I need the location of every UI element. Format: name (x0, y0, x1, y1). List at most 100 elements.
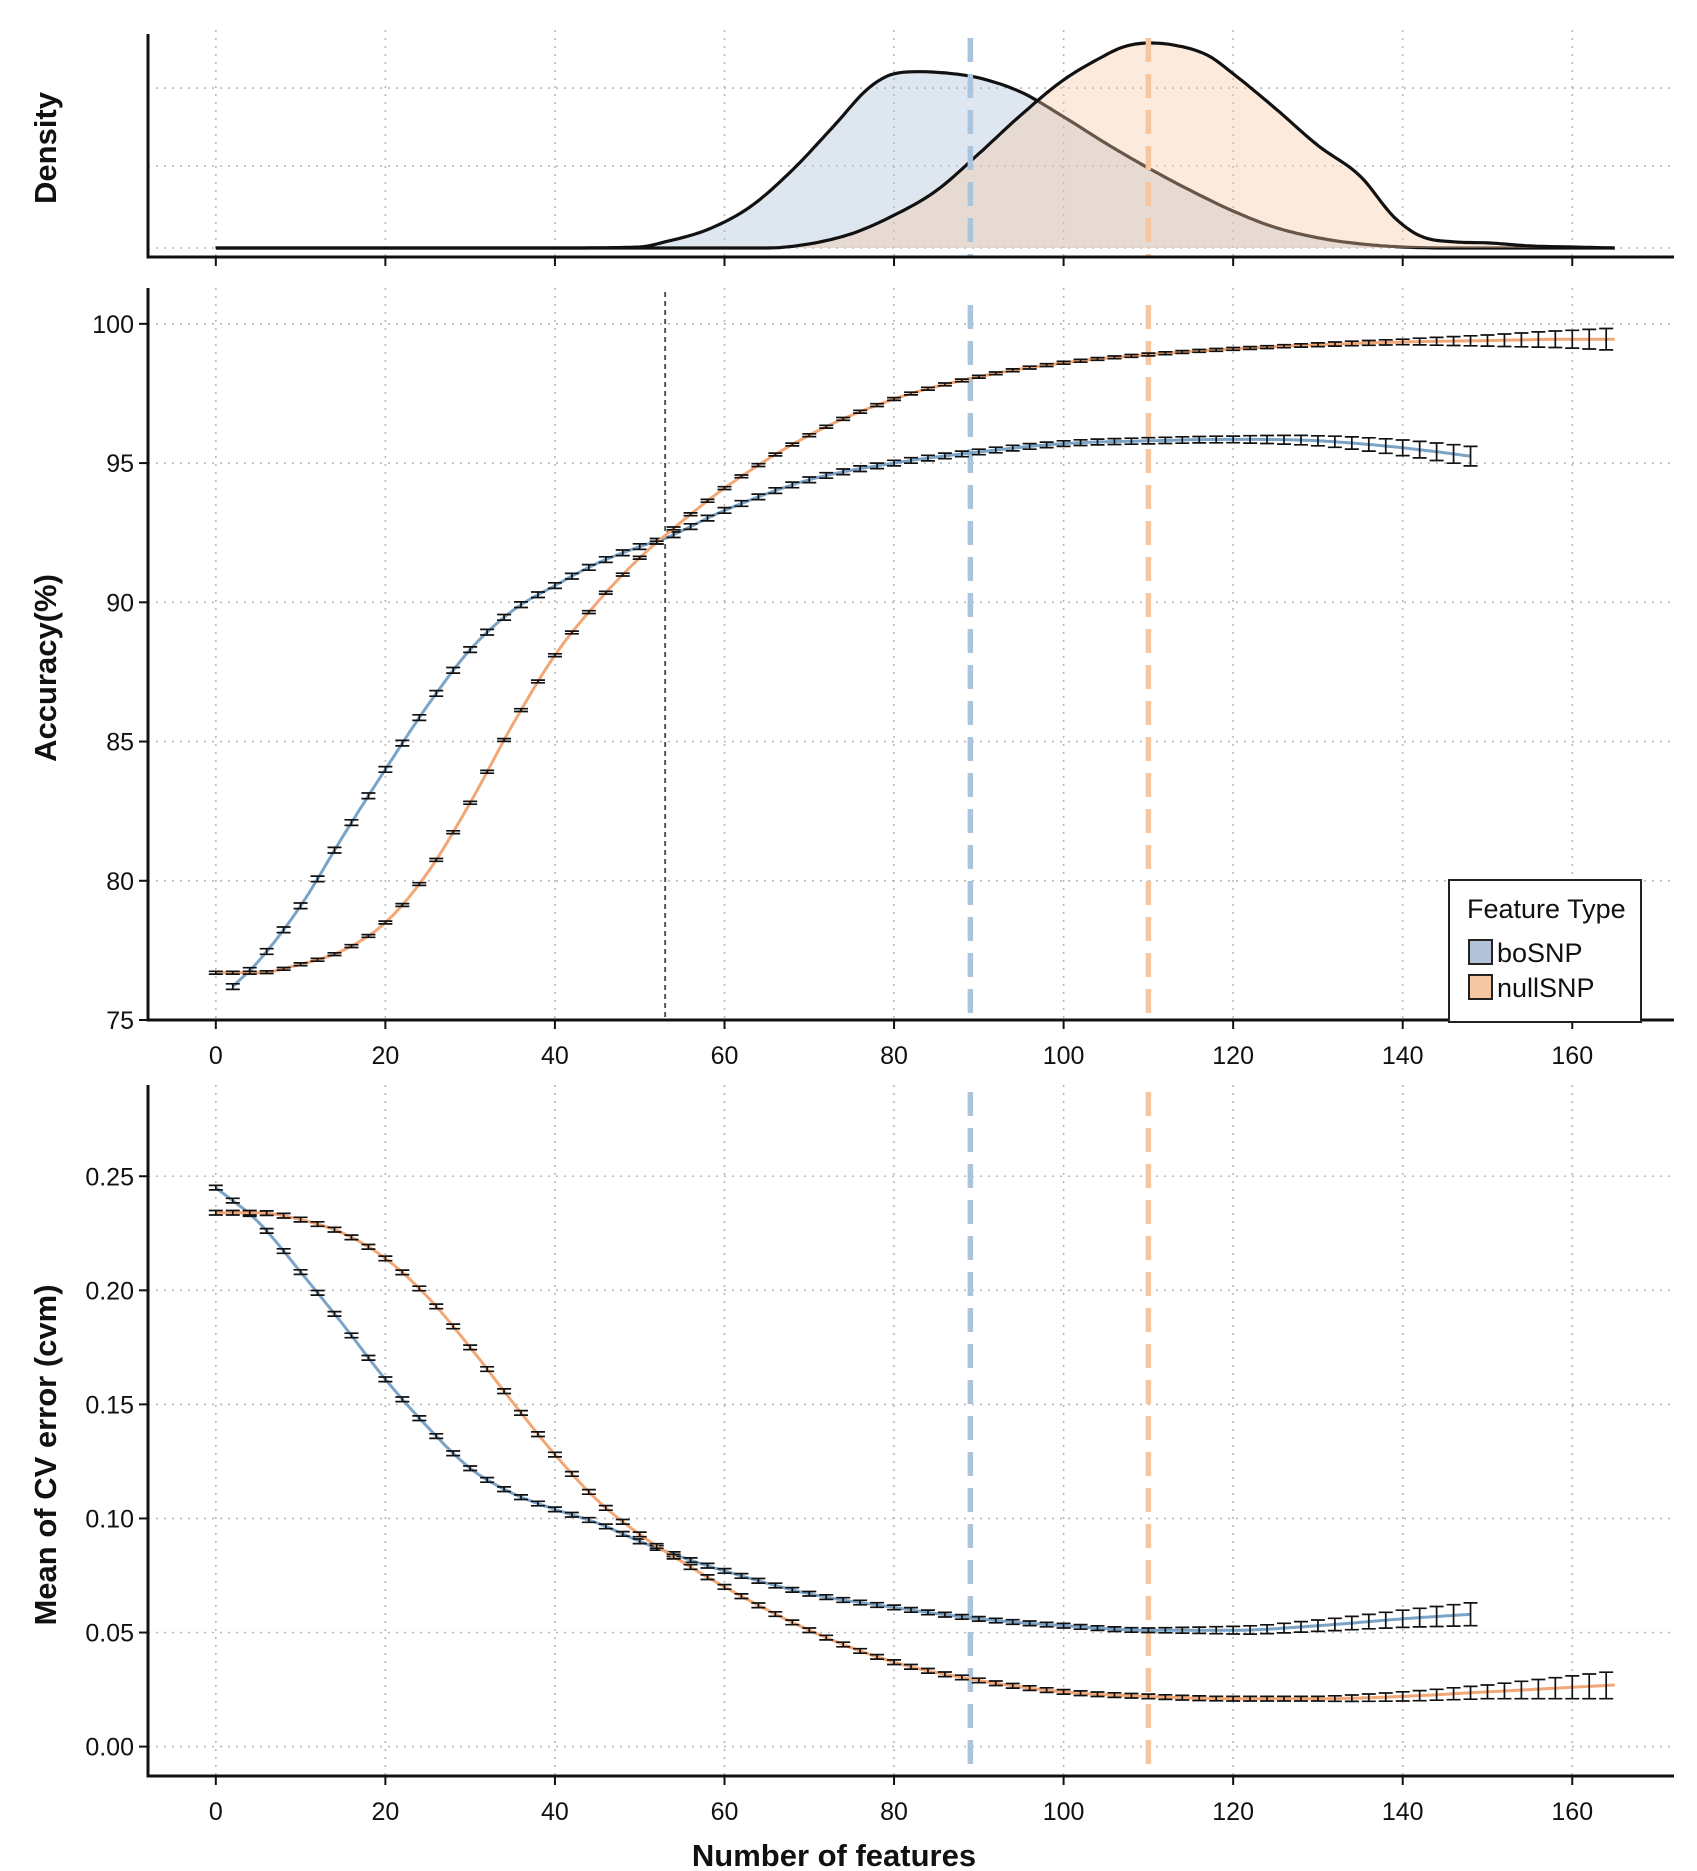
cv-errorbar-bosnp-47 (1005, 1618, 1020, 1626)
acc-errorbar-nullsnp-54 (1124, 353, 1139, 359)
cv-errorbar-nullsnp-28 (683, 1563, 698, 1571)
acc-errorbar-bosnp-30 (734, 499, 749, 508)
acc-errorbar-nullsnp-33 (768, 452, 783, 457)
cv-errorbar-bosnp-34 (785, 1586, 800, 1593)
acc-errorbar-nullsnp-45 (971, 374, 986, 379)
cv-y-tick-label-4: 0.20 (85, 1277, 134, 1305)
acc-errorbar-nullsnp-53 (1107, 355, 1122, 360)
cv-errorbar-nullsnp-58 (1192, 1695, 1207, 1702)
legend-label-nullsnp: nullSNP (1497, 973, 1595, 1003)
cv-errorbar-nullsnp-56 (1158, 1693, 1173, 1701)
cv-errorbar-bosnp-30 (717, 1567, 732, 1575)
acc-errorbar-nullsnp-7 (327, 951, 342, 957)
acc-errorbar-nullsnp-49 (1039, 362, 1054, 368)
cv-errorbar-nullsnp-41 (904, 1663, 918, 1670)
cv-errorbar-nullsnp-71 (1412, 1689, 1427, 1702)
cv-errorbar-bosnp-15 (463, 1465, 478, 1472)
cv-x-tick-label-3: 60 (711, 1798, 739, 1826)
cv-errorbar-nullsnp-13 (429, 1303, 444, 1310)
accuracy-lines (208, 327, 1615, 991)
acc-errorbar-nullsnp-55 (1141, 352, 1156, 357)
accuracy-y-axis-title: Accuracy(%) (28, 574, 63, 762)
cv-errorbar-nullsnp-53 (1107, 1691, 1122, 1699)
acc-y-tick-label-5: 100 (92, 311, 134, 339)
acc-errorbar-nullsnp-2 (242, 970, 257, 975)
acc-errorbar-nullsnp-29 (700, 498, 715, 504)
acc-errorbar-nullsnp-0 (208, 970, 223, 975)
density-axes (146, 34, 1674, 266)
cv-x-tick-label-6: 120 (1212, 1798, 1254, 1826)
cv-errorbar-bosnp-70 (1395, 1609, 1410, 1629)
cv-errorbar-nullsnp-42 (920, 1667, 935, 1674)
cv-errorbar-nullsnp-80 (1565, 1675, 1580, 1700)
cv-errorbar-bosnp-24 (615, 1530, 630, 1538)
cv-errorbar-bosnp-14 (446, 1450, 461, 1457)
acc-errorbar-nullsnp-37 (836, 416, 851, 422)
acc-errorbar-bosnp-49 (1056, 439, 1071, 448)
acc-errorbar-nullsnp-78 (1531, 331, 1546, 348)
cv-x-tick-label-1: 20 (371, 1798, 399, 1826)
acc-errorbar-nullsnp-9 (361, 933, 376, 939)
cv-errorbar-bosnp-69 (1378, 1611, 1393, 1629)
cv-y-tick-label-2: 0.10 (85, 1505, 134, 1533)
cv-errorbar-bosnp-67 (1344, 1615, 1359, 1631)
cv-errorbar-nullsnp-65 (1310, 1695, 1325, 1702)
cv-errorbar-bosnp-32 (751, 1577, 766, 1584)
cv-errorbar-nullsnp-1 (225, 1209, 240, 1216)
density-axis-line (146, 34, 1674, 259)
cv-errorbar-nullsnp-12 (412, 1285, 427, 1292)
accuracy-panel: 0 20 40 60 80 100 120 140 160 75 80 85 90 95 100 Accur… (28, 288, 1674, 1070)
acc-errorbar-bosnp-62 (1277, 434, 1292, 445)
cv-x-tick-label-8: 160 (1551, 1798, 1593, 1826)
cv-errorbar-bosnp-63 (1277, 1622, 1292, 1634)
cv-errorbar-nullsnp-10 (378, 1255, 393, 1262)
cv-errorbar-nullsnp-27 (666, 1553, 681, 1560)
acc-errorbar-bosnp-13 (446, 666, 461, 674)
cv-errorbar-nullsnp-18 (514, 1409, 529, 1416)
legend: Feature Type boSNP nullSNP (1448, 879, 1642, 1023)
cv-errorbar-nullsnp-22 (581, 1488, 596, 1496)
acc-errorbar-bosnp-21 (581, 563, 596, 572)
acc-errorbar-bosnp-11 (412, 713, 427, 722)
acc-errorbar-nullsnp-28 (683, 512, 698, 517)
acc-errorbar-nullsnp-23 (598, 590, 613, 595)
cv-errorbar-nullsnp-61 (1243, 1695, 1258, 1702)
cv-errorbar-nullsnp-75 (1480, 1684, 1495, 1700)
acc-errorbar-bosnp-0 (225, 982, 240, 991)
acc-x-tick-label-1: 20 (371, 1042, 399, 1070)
cv-errorbar-bosnp-43 (937, 1611, 952, 1618)
cv-errorbar-bosnp-48 (1022, 1620, 1037, 1627)
acc-errorbar-bosnp-41 (920, 454, 935, 462)
cv-errorbar-bosnp-22 (581, 1516, 596, 1524)
acc-errorbar-nullsnp-69 (1378, 338, 1393, 346)
cv-errorbar-bosnp-11 (395, 1396, 410, 1403)
cv-errorbar-bosnp-51 (1073, 1623, 1088, 1631)
acc-errorbar-bosnp-10 (395, 739, 410, 747)
cv-errorbar-nullsnp-52 (1090, 1691, 1105, 1698)
cv-errorbar-nullsnp-33 (768, 1610, 783, 1618)
cv-y-axis-title: Mean of CV error (cvm) (28, 1284, 63, 1625)
acc-errorbar-nullsnp-36 (819, 424, 834, 429)
cv-errorbar-nullsnp-23 (598, 1504, 613, 1512)
acc-errorbar-bosnp-50 (1073, 438, 1088, 447)
acc-errorbar-nullsnp-17 (497, 737, 512, 743)
cv-errorbar-nullsnp-54 (1124, 1692, 1139, 1699)
acc-errorbar-nullsnp-67 (1344, 340, 1359, 347)
acc-errorbar-nullsnp-51 (1073, 358, 1088, 364)
cv-errorbar-bosnp-13 (429, 1432, 444, 1440)
cv-errorbar-nullsnp-9 (361, 1243, 376, 1250)
acc-errorbar-nullsnp-16 (480, 769, 495, 775)
cv-errorbars-nullsnp (208, 1209, 1614, 1703)
density-panel: Density (28, 30, 1674, 266)
acc-errorbar-bosnp-53 (1124, 437, 1139, 446)
acc-errorbar-bosnp-65 (1327, 435, 1342, 449)
cv-y-tick-label-5: 0.25 (85, 1163, 134, 1191)
acc-errorbar-nullsnp-82 (1599, 327, 1614, 351)
cv-error-panel: 0 20 40 60 80 100 120 140 160 0.00 0.05 0.10 0.15 0.2… (28, 1085, 1674, 1871)
cv-errorbar-bosnp-16 (480, 1476, 495, 1484)
cv-errorbar-bosnp-31 (734, 1572, 749, 1580)
acc-errorbar-bosnp-14 (463, 646, 478, 654)
cv-errorbar-bosnp-17 (497, 1486, 512, 1493)
acc-x-tick-label-6: 120 (1212, 1042, 1254, 1070)
cv-errorbar-bosnp-71 (1412, 1607, 1427, 1628)
